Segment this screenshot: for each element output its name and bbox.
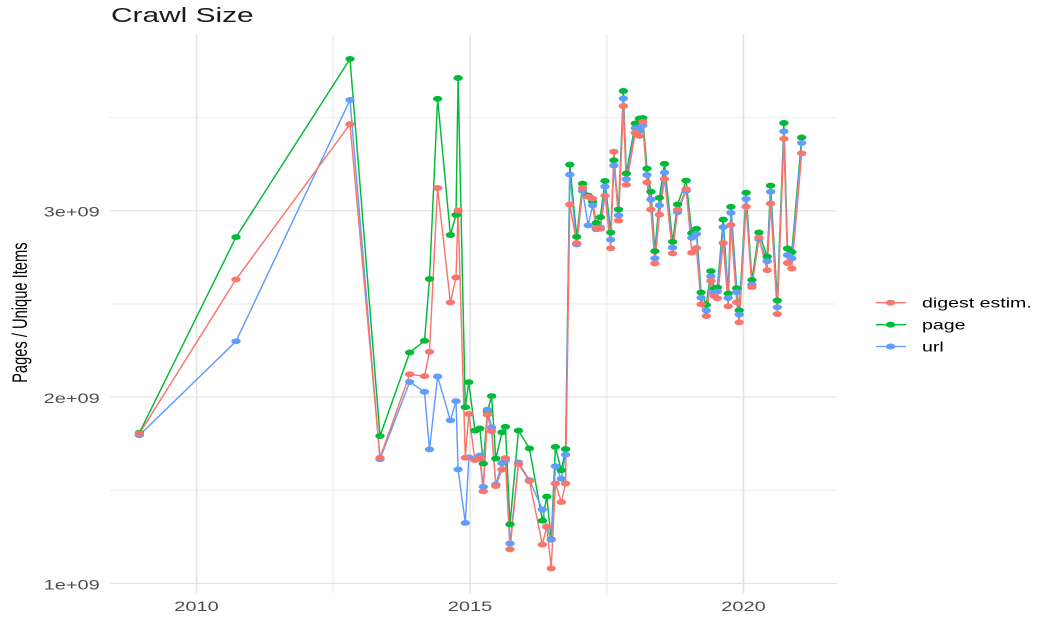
svg-text:2e+09: 2e+09: [44, 390, 100, 406]
svg-text:Pages / Unique Items: Pages / Unique Items: [7, 242, 31, 382]
svg-text:url: url: [922, 339, 944, 354]
svg-text:Crawl Size: Crawl Size: [111, 4, 254, 26]
svg-text:3e+09: 3e+09: [44, 204, 100, 220]
svg-text:2020: 2020: [721, 598, 765, 614]
svg-text:2010: 2010: [174, 598, 218, 614]
svg-text:1e+09: 1e+09: [44, 577, 100, 593]
svg-text:digest estim.: digest estim.: [922, 295, 1032, 310]
svg-text:2015: 2015: [448, 598, 492, 614]
svg-text:page: page: [922, 317, 966, 332]
